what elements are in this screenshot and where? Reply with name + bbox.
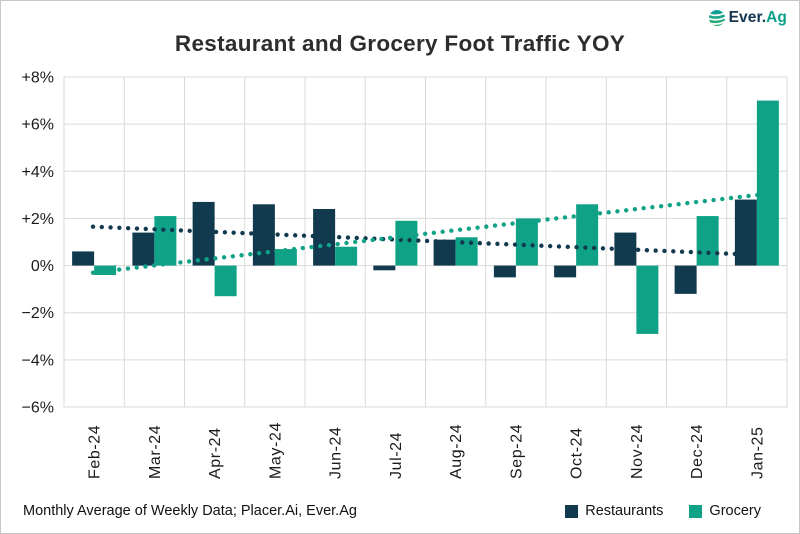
ever-ag-logo: Ever.Ag bbox=[707, 9, 787, 27]
x-axis-tick-label: Aug-24 bbox=[448, 424, 465, 479]
bar-restaurants bbox=[614, 232, 637, 266]
x-axis-tick-label: Apr-24 bbox=[207, 427, 224, 479]
bar-grocery bbox=[395, 220, 418, 266]
bar-grocery bbox=[335, 246, 358, 266]
bar-restaurants bbox=[433, 239, 456, 266]
x-axis-tick-label: Dec-24 bbox=[689, 424, 706, 479]
y-axis-tick-label: −6% bbox=[22, 400, 54, 417]
bar-restaurants bbox=[554, 265, 577, 278]
footer: Monthly Average of Weekly Data; Placer.A… bbox=[1, 489, 799, 533]
x-axis-tick-label: May-24 bbox=[267, 422, 284, 479]
logo-text-ever: Ever. bbox=[728, 9, 767, 26]
source-note: Monthly Average of Weekly Data; Placer.A… bbox=[23, 503, 357, 519]
trendline-grocery bbox=[90, 192, 761, 275]
bar-grocery bbox=[274, 249, 297, 266]
bar-grocery bbox=[515, 218, 538, 266]
logo-text-ag: Ag bbox=[766, 9, 787, 26]
x-axis-tick-label: Jan-25 bbox=[749, 426, 766, 479]
x-axis-tick-label: Nov-24 bbox=[629, 424, 646, 479]
bar-grocery bbox=[756, 100, 779, 266]
bar-restaurants bbox=[674, 265, 697, 294]
bar-restaurants bbox=[313, 209, 336, 266]
y-axis-tick-label: 0% bbox=[31, 258, 54, 275]
legend-item-grocery: Grocery bbox=[689, 503, 761, 519]
chart-area: +8% +6% +4% +2% 0% −2% −4% −6% Feb-24 Mar-24 Apr-2… bbox=[1, 65, 799, 491]
legend-label-restaurants: Restaurants bbox=[585, 503, 664, 519]
legend-swatch-grocery bbox=[689, 504, 703, 518]
bar-restaurants bbox=[252, 204, 275, 266]
bar-restaurants bbox=[493, 265, 516, 278]
bar-grocery bbox=[636, 265, 659, 334]
bar-grocery bbox=[696, 216, 719, 266]
y-axis-tick-label: −2% bbox=[22, 305, 54, 322]
bar-grocery bbox=[576, 204, 599, 266]
legend-item-restaurants: Restaurants bbox=[565, 503, 663, 519]
bar-restaurants bbox=[132, 232, 155, 266]
bar-grocery bbox=[94, 265, 117, 275]
x-axis-tick-label: Feb-24 bbox=[87, 425, 104, 479]
ever-ag-globe-icon bbox=[707, 10, 726, 26]
bar-grocery bbox=[214, 265, 237, 297]
trendline-restaurants bbox=[90, 224, 761, 258]
bar-grocery bbox=[154, 216, 177, 266]
bar-grocery bbox=[455, 237, 478, 266]
y-axis-tick-label: +6% bbox=[22, 117, 54, 134]
chart-legend: Restaurants Grocery bbox=[565, 503, 761, 519]
bar-restaurants bbox=[373, 265, 396, 271]
y-axis-tick-label: +8% bbox=[22, 70, 54, 87]
x-axis-tick-label: Oct-24 bbox=[569, 427, 586, 479]
y-axis-tick-label: +4% bbox=[22, 164, 54, 181]
ever-ag-wordmark: Ever.Ag bbox=[729, 9, 787, 27]
header: Restaurant and Grocery Foot Traffic YOY … bbox=[1, 1, 799, 65]
legend-label-grocery: Grocery bbox=[709, 503, 761, 519]
bar-chart: +8% +6% +4% +2% 0% −2% −4% −6% Feb-24 Mar-24 Apr-2… bbox=[22, 70, 788, 479]
bar-restaurants bbox=[734, 199, 757, 266]
x-axis-tick-label: Jun-24 bbox=[328, 426, 345, 479]
x-axis-tick-label: Jul-24 bbox=[388, 432, 405, 479]
page-title: Restaurant and Grocery Foot Traffic YOY bbox=[174, 31, 626, 56]
y-axis-tick-label: −4% bbox=[22, 352, 54, 369]
y-axis-tick-label: +2% bbox=[22, 211, 54, 228]
bar-restaurants bbox=[72, 251, 95, 266]
x-axis-tick-label: Sep-24 bbox=[508, 424, 525, 479]
bar-restaurants bbox=[192, 201, 215, 266]
legend-swatch-restaurants bbox=[565, 504, 579, 518]
x-axis-tick-label: Mar-24 bbox=[147, 425, 164, 479]
